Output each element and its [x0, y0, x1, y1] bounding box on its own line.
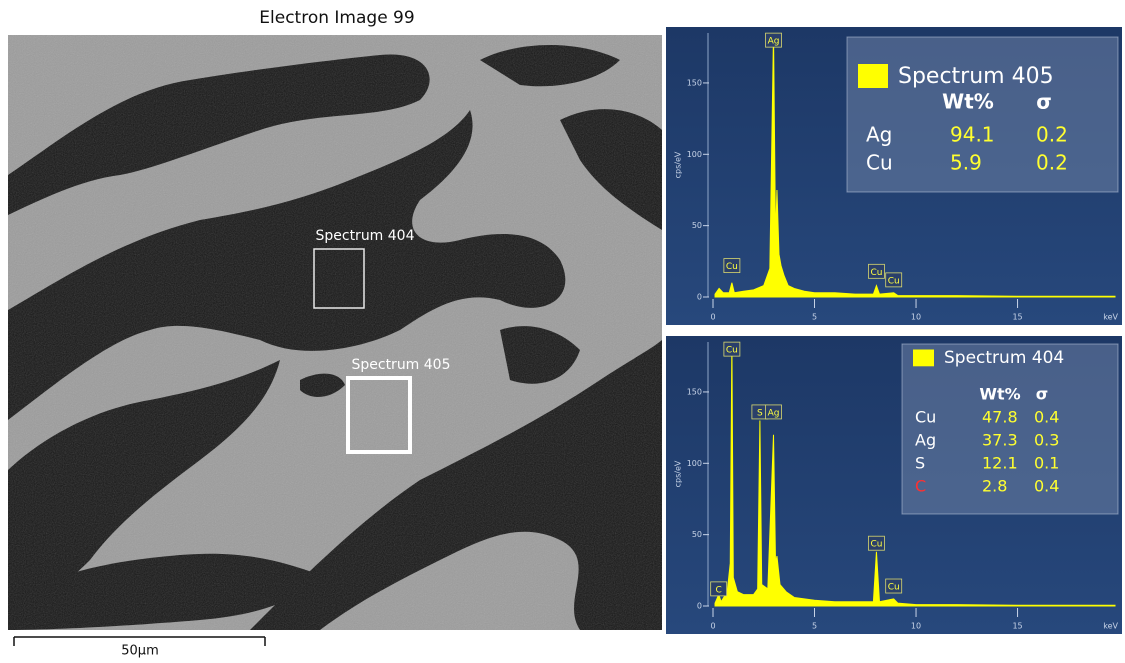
- peak-label-box: [868, 263, 885, 279]
- table-value: 0.4: [1034, 408, 1059, 427]
- y-axis-label: cps/eV: [674, 151, 683, 178]
- element-name: Cu: [866, 151, 893, 175]
- table-value: 12.1: [982, 454, 1018, 473]
- y-tick-label: 0: [697, 293, 702, 302]
- peak-label: Cu: [888, 276, 900, 286]
- peak-label-box: [868, 535, 885, 551]
- x-tick-label: 5: [812, 313, 817, 322]
- element-name: Ag: [915, 431, 936, 450]
- peak-label-box: [723, 258, 741, 274]
- legend-title: Spectrum 405: [898, 64, 1054, 89]
- image-title: Electron Image 99: [259, 8, 414, 28]
- x-tick-label: 15: [1012, 313, 1022, 322]
- legend-title: Spectrum 404: [944, 348, 1064, 368]
- y-tick-label: 100: [687, 459, 702, 468]
- element-name: Ag: [866, 123, 892, 147]
- spectrum-area: [714, 341, 1116, 607]
- x-tick-label: 0: [710, 313, 715, 322]
- table-value: 0.2: [1036, 123, 1068, 147]
- table-header: Wt%: [942, 90, 994, 114]
- peak-label: Ag: [768, 37, 780, 47]
- peak-label-box: [723, 341, 741, 357]
- peak-label: S: [757, 408, 763, 418]
- y-tick-label: 50: [692, 221, 702, 230]
- y-tick-label: 0: [697, 602, 702, 611]
- peak-label: Ag: [768, 408, 780, 418]
- table-value: 37.3: [982, 431, 1018, 450]
- peak-label: Cu: [870, 268, 882, 278]
- scale-bar: [13, 636, 266, 646]
- element-name: Cu: [915, 408, 936, 427]
- peak-label: C: [716, 585, 722, 595]
- table-header: Wt%: [979, 385, 1020, 404]
- element-name: C: [915, 477, 926, 496]
- y-tick-label: 50: [692, 530, 702, 539]
- x-axis-label: keV: [1103, 313, 1118, 322]
- spectrum-area: [714, 32, 1116, 298]
- peak-label: Cu: [870, 540, 882, 550]
- peak-label-box: [885, 578, 903, 594]
- y-axis-label: cps/eV: [674, 460, 683, 487]
- peak-label-box: [765, 32, 782, 48]
- peak-label-box: [710, 581, 728, 597]
- table-value: 0.3: [1034, 431, 1059, 450]
- electron-image: Spectrum 404 Spectrum 405: [8, 35, 662, 630]
- x-tick-label: 10: [911, 622, 921, 631]
- region-label: Spectrum 405: [351, 357, 450, 373]
- legend-swatch: [858, 64, 888, 88]
- table-value: 5.9: [950, 151, 982, 175]
- x-axis-label: keV: [1103, 622, 1118, 631]
- scale-label: 50µm: [121, 644, 158, 659]
- element-name: S: [915, 454, 925, 473]
- table-header: σ: [1036, 385, 1048, 404]
- table-header: σ: [1036, 90, 1052, 114]
- table-value: 0.2: [1036, 151, 1068, 175]
- legend-box: [846, 36, 1119, 193]
- peak-label-box: [885, 272, 903, 288]
- peak-label: Cu: [726, 262, 738, 272]
- x-tick-label: 5: [812, 622, 817, 631]
- table-value: 2.8: [982, 477, 1007, 496]
- y-tick-label: 150: [687, 387, 702, 396]
- legend-box: [901, 343, 1119, 515]
- table-value: 94.1: [950, 123, 995, 147]
- y-tick-label: 100: [687, 150, 702, 159]
- x-tick-label: 10: [911, 313, 921, 322]
- legend-swatch: [913, 349, 934, 367]
- y-tick-label: 150: [687, 78, 702, 87]
- region-label: Spectrum 404: [315, 228, 414, 244]
- x-tick-label: 15: [1012, 622, 1022, 631]
- peak-label-box: [765, 404, 782, 420]
- peak-label: Cu: [888, 583, 900, 593]
- peak-label: Cu: [726, 346, 738, 356]
- table-value: 47.8: [982, 408, 1018, 427]
- x-tick-label: 0: [710, 622, 715, 631]
- table-value: 0.4: [1034, 477, 1059, 496]
- table-value: 0.1: [1034, 454, 1059, 473]
